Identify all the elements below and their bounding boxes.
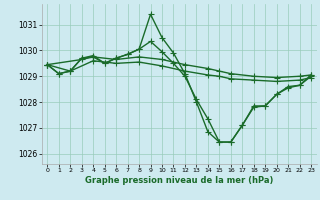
X-axis label: Graphe pression niveau de la mer (hPa): Graphe pression niveau de la mer (hPa) — [85, 176, 273, 185]
